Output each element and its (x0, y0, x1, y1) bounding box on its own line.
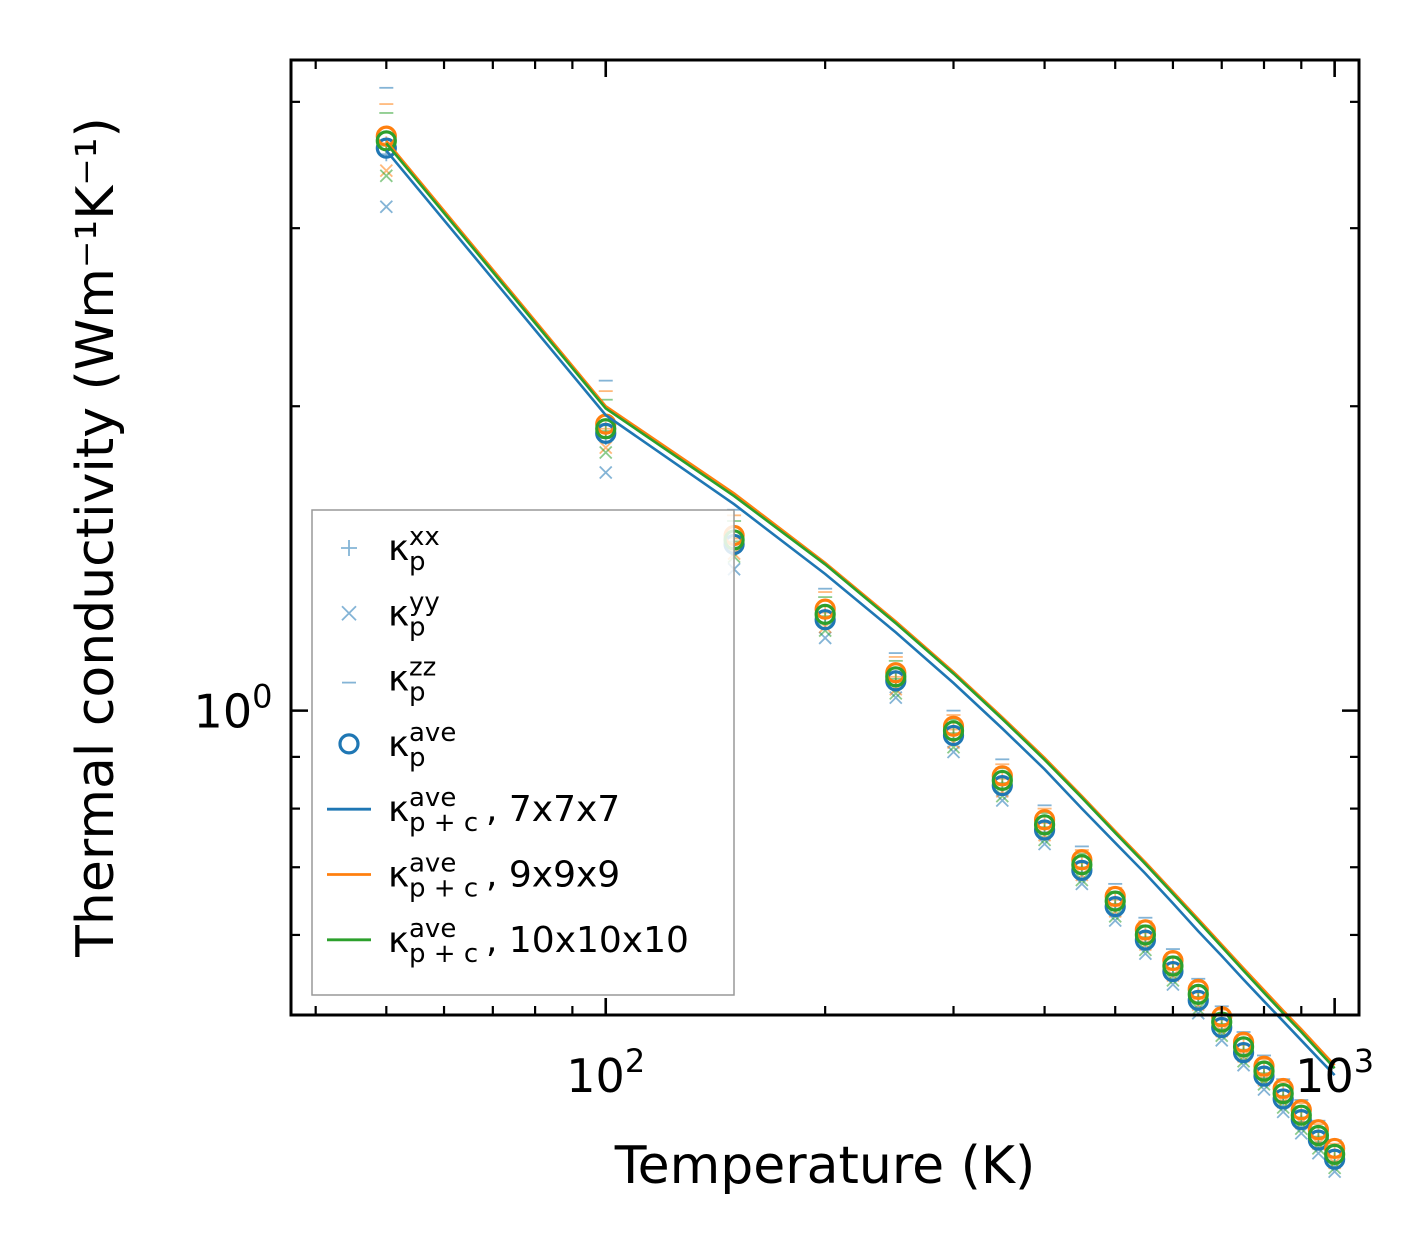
legend-marker-plus (341, 540, 357, 556)
legend-entry: κave p + c, 9x9x9 (327, 849, 620, 904)
point-ave (1187, 989, 1209, 1011)
point-ave (1272, 1083, 1294, 1105)
point-ave (1162, 955, 1184, 977)
legend-label: κyy p (388, 587, 440, 642)
legend: κxx p κyy p κzz p κave p κave p + c, 7x7x7 κave p +… (311, 509, 735, 996)
point-ave (991, 769, 1013, 792)
point-ave (1134, 924, 1156, 946)
x-axis-label: Temperature (K) (614, 1136, 1036, 1196)
point-ave (814, 603, 836, 625)
point-ave (1232, 1041, 1255, 1064)
point-yy (379, 164, 393, 178)
point-yy (599, 465, 613, 480)
plot-area (375, 86, 1346, 1179)
point-yy (946, 745, 961, 759)
point-yy (379, 169, 393, 183)
point-ave (1187, 983, 1209, 1006)
point-ave (1232, 1036, 1255, 1058)
legend-entry: κzz p (342, 653, 436, 708)
legend-entry: κave p (338, 718, 456, 773)
point-ave (1307, 1119, 1330, 1141)
legend-label: κxx p (388, 522, 440, 577)
point-yy (599, 441, 613, 455)
legend-label: κave p (388, 718, 456, 773)
y-axis-label: Thermal conductivity (Wm⁻¹K⁻¹) (66, 117, 126, 958)
point-ave (1104, 890, 1126, 912)
legend-label: κzz p (388, 653, 436, 708)
point-yy (599, 445, 613, 460)
x-tick-label: 103 (1295, 1042, 1374, 1103)
legend-box (311, 509, 735, 996)
point-ave (1253, 1060, 1275, 1082)
legend-label: κave p + c, 9x9x9 (388, 849, 620, 904)
point-ave (1290, 1104, 1312, 1126)
point-ave (1033, 814, 1056, 836)
point-ave (1307, 1124, 1330, 1147)
legend-label: κave p + c, 7x7x7 (388, 783, 620, 838)
point-ave (1324, 1137, 1346, 1160)
point-ave (1071, 854, 1093, 876)
x-tick-label: 102 (566, 1042, 645, 1103)
legend-entry: κyy p (341, 587, 440, 642)
legend-entry: κave p + c, 10x10x10 (327, 914, 689, 969)
point-ave (595, 418, 617, 440)
point-ave (375, 137, 397, 159)
legend-entry: κave p + c, 7x7x7 (327, 783, 620, 838)
legend-marker-circle (338, 733, 360, 755)
line-ptc-10x10x10 (385, 142, 1336, 1070)
axes: 102 103 100 (194, 58, 1374, 1103)
line-ptc-7x7x7 (385, 149, 1336, 1077)
point-yy (379, 200, 393, 214)
legend-label: κave p + c, 10x10x10 (388, 914, 689, 969)
point-ave (885, 666, 907, 688)
legend-entry: κxx p (341, 522, 440, 577)
point-ave (1071, 859, 1093, 881)
point-ave (942, 720, 965, 742)
y-tick-label: 100 (194, 678, 273, 739)
legend-marker-cross (341, 605, 357, 621)
point-ave (375, 130, 397, 152)
point-ave (1324, 1143, 1346, 1166)
